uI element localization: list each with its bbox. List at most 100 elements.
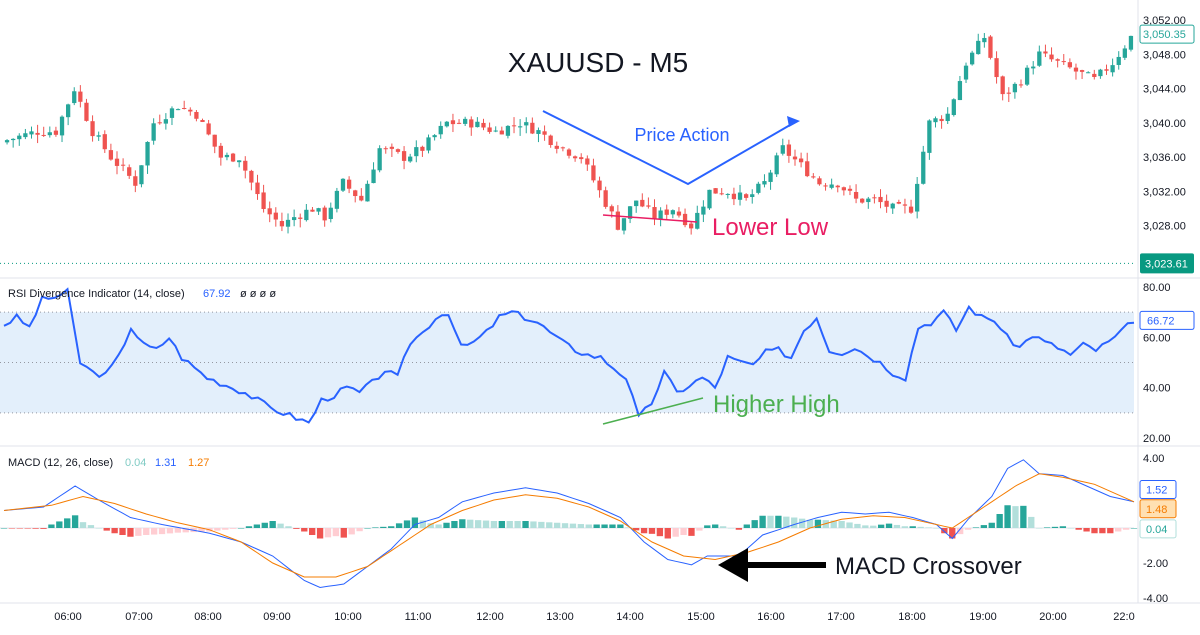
price-action-line: [542, 110, 798, 186]
candle-body: [206, 123, 211, 135]
macd-hist-bar: [633, 528, 640, 531]
candle-body: [444, 121, 449, 127]
macd-hist-bar: [135, 528, 142, 536]
candle-body: [621, 218, 627, 231]
candle-body: [994, 58, 999, 78]
macd-hist-bar: [1043, 527, 1051, 528]
macd-hist-bar: [8, 528, 16, 529]
candle-body: [963, 65, 969, 80]
macd-hist-bar: [40, 528, 47, 529]
macd-hist-bar: [806, 519, 814, 528]
candle-body: [346, 179, 352, 189]
candle-body: [707, 189, 712, 209]
macd-hist-bar: [324, 528, 332, 538]
macd-hist-bar: [719, 526, 727, 528]
rsi-legend[interactable]: RSI Divergence Indicator (14, close) 67.…: [8, 288, 276, 300]
macd-legend-signal-value: 1.27: [188, 457, 209, 469]
candle-body: [23, 133, 28, 138]
candle-body: [11, 138, 16, 141]
candle-body: [29, 131, 34, 135]
macd-hist-bar: [846, 522, 853, 528]
candle-body: [786, 144, 792, 156]
macd-hist-bar: [150, 528, 158, 535]
macd-hist-bar: [743, 524, 750, 528]
macd-tick-label: -2.00: [1143, 558, 1168, 570]
rsi-legend-value: 67.92: [203, 288, 231, 300]
macd-hist-bar: [427, 523, 434, 528]
macd-hist-bar: [1051, 526, 1059, 528]
macd-hist-bar: [506, 521, 513, 528]
macd-hist-bar: [285, 526, 292, 528]
macd-hist-bar: [95, 528, 102, 529]
candle-body: [542, 131, 547, 135]
macd-hist-bar: [933, 528, 940, 529]
candle-body: [1098, 69, 1103, 77]
candle-body: [414, 147, 419, 157]
macd-hist-bar: [775, 515, 782, 528]
candle-body: [921, 151, 926, 184]
macd-hist-bar: [119, 528, 126, 535]
candle-body: [768, 172, 773, 182]
macd-hist-bar: [293, 528, 300, 529]
macd-hist-bar: [237, 528, 245, 529]
candle-body: [151, 123, 156, 141]
macd-tick-label: 4.00: [1143, 453, 1164, 465]
macd-legend[interactable]: MACD (12, 26, close) 0.04 1.31 1.27: [8, 457, 209, 469]
candle-body: [566, 149, 572, 156]
time-tick-label: 15:00: [687, 611, 715, 623]
candle-body: [218, 145, 223, 158]
candle-body: [1067, 62, 1073, 68]
macd-line: [3, 459, 1135, 589]
macd-hist-bar: [577, 524, 585, 528]
macd-hist-bar: [253, 524, 261, 528]
candle-body: [725, 193, 730, 195]
macd-hist-bar: [158, 528, 166, 535]
low-price-label: 3,023.61: [1145, 258, 1188, 270]
macd-hist-bar: [143, 528, 150, 535]
time-tick-label: 09:00: [263, 611, 291, 623]
candle-body: [982, 37, 987, 43]
macd-legend-hist-value: 0.04: [125, 457, 146, 469]
macd-hist-bar: [87, 525, 95, 528]
candle-body: [249, 170, 254, 183]
candle-body: [939, 118, 944, 122]
macd-hist-bar: [309, 528, 316, 535]
macd-hist-bar: [862, 525, 869, 528]
candle-body: [603, 190, 608, 207]
candle-body: [560, 147, 566, 149]
candle-body: [890, 203, 895, 209]
macd-hist-bar: [1067, 528, 1074, 529]
candle-body: [933, 118, 938, 123]
candle-body: [640, 199, 645, 207]
time-tick-label: 11:00: [405, 611, 432, 623]
candle-body: [695, 212, 700, 229]
rsi-tick-label: 40.00: [1143, 383, 1171, 395]
candle-body: [463, 118, 468, 124]
macd-hist-bar: [1107, 528, 1114, 534]
candle-body: [469, 119, 474, 128]
candle-body: [182, 107, 187, 109]
time-tick-label: 18:00: [898, 611, 926, 623]
candle-body: [377, 148, 382, 171]
macd-histogram: [0, 505, 1138, 539]
candle-body: [59, 116, 65, 136]
macd-hist-bar: [395, 523, 403, 528]
candle-body: [902, 204, 908, 206]
macd-hist-bar: [972, 527, 980, 528]
candle-body: [1018, 84, 1024, 86]
macd-hist-bar: [561, 523, 569, 528]
candle-body: [866, 198, 871, 203]
macd-hist-bar: [1075, 528, 1082, 530]
higher-high-label: Higher High: [713, 391, 840, 418]
candle-body: [96, 135, 101, 137]
axes-group: 3,052.00 3,048.00 3,044.00 3,040.00 3,036.00…: [54, 15, 1195, 623]
candle-body: [737, 192, 743, 200]
candle-body: [4, 140, 10, 143]
time-tick-label: 20:00: [1039, 611, 1067, 623]
candle-body: [408, 156, 413, 162]
macd-hist-bar: [48, 524, 55, 528]
price-tick-label: 3,032.00: [1143, 186, 1186, 198]
macd-tick-label: -4.00: [1143, 593, 1168, 605]
